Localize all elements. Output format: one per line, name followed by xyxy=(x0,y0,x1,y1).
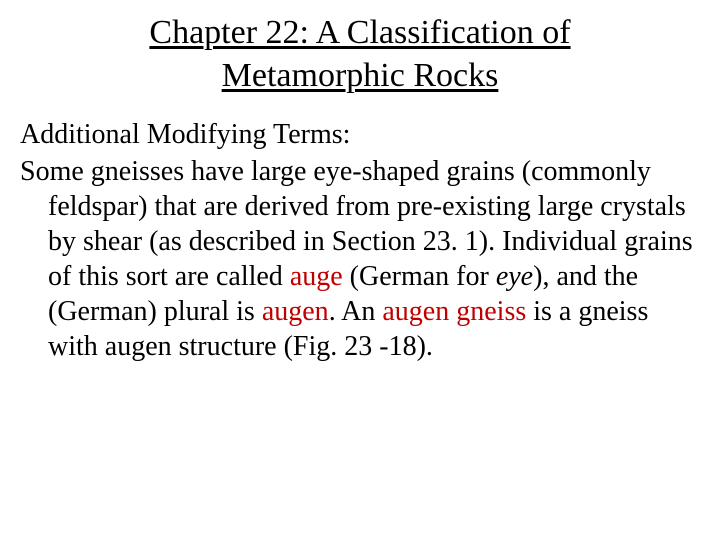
term-augen-gneiss: augen gneiss xyxy=(382,296,526,327)
body-seg-4: . An xyxy=(329,296,383,327)
content-block: Additional Modifying Terms: Some gneisse… xyxy=(0,97,720,364)
page-title: Chapter 22: A Classification of Metamorp… xyxy=(0,0,720,97)
term-augen: augen xyxy=(262,296,329,327)
title-line-2: Metamorphic Rocks xyxy=(222,57,499,94)
body-paragraph: Some gneisses have large eye-shaped grai… xyxy=(20,154,700,364)
section-subheading: Additional Modifying Terms: xyxy=(20,117,700,152)
body-seg-2: (German for xyxy=(343,261,496,292)
title-line-1: Chapter 22: A Classification of xyxy=(149,14,570,51)
term-auge: auge xyxy=(290,261,343,292)
italic-eye: eye xyxy=(496,261,533,292)
